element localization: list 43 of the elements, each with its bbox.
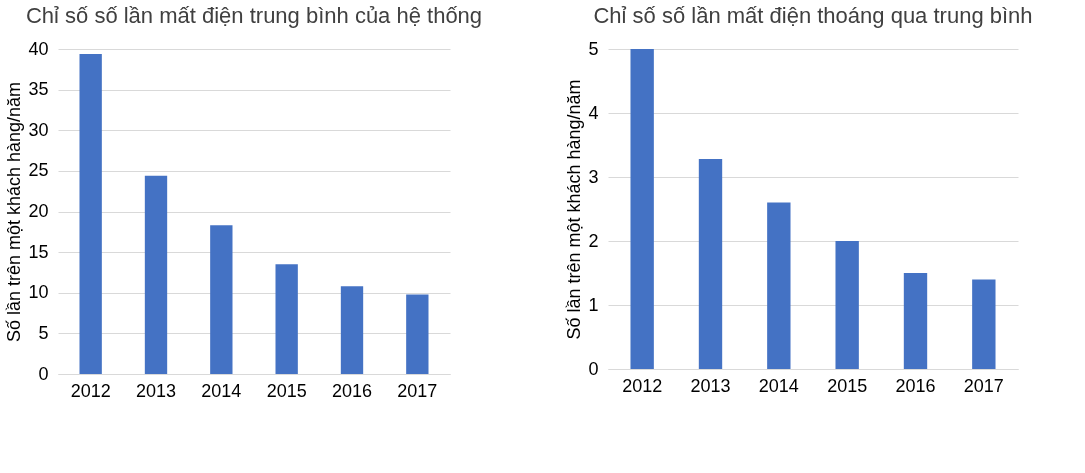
bar (144, 175, 168, 374)
y-tick-label: 0 (588, 358, 599, 379)
bar (698, 159, 723, 369)
x-tick-label: 2015 (827, 375, 868, 396)
bar (340, 286, 364, 374)
bar (630, 49, 654, 369)
y-tick-label: 2 (588, 230, 599, 251)
x-tick-label: 2017 (963, 375, 1004, 396)
y-axis-title: Số lần trên một khách hàng/năm (4, 81, 25, 343)
bar (835, 241, 859, 369)
y-tick-label: 3 (588, 166, 599, 187)
y-tick-label: 40 (28, 38, 49, 59)
y-tick-label: 0 (38, 363, 49, 384)
y-tick-label: 10 (28, 282, 49, 303)
bar (406, 294, 429, 374)
x-tick-label: 2015 (266, 380, 307, 401)
y-axis-title: Số lần trên một khách hàng/năm (564, 79, 585, 340)
bar (767, 202, 791, 369)
y-tick-label: 4 (588, 102, 599, 123)
x-tick-label: 2012 (70, 380, 111, 401)
x-tick-label: 2013 (135, 380, 177, 401)
x-tick-label: 2016 (895, 375, 936, 396)
bar (210, 225, 233, 374)
x-tick-label: 2014 (758, 375, 799, 396)
chart-title: Chỉ số số lần mất điện trung bình của hệ thống (25, 3, 483, 28)
bar (972, 279, 996, 369)
y-tick-label: 20 (28, 201, 49, 221)
bar (275, 264, 298, 374)
x-tick-label: 2016 (331, 380, 373, 401)
y-tick-label: 5 (588, 38, 599, 59)
bar (903, 273, 928, 369)
y-tick-label: 25 (28, 160, 49, 181)
x-tick-label: 2017 (397, 380, 438, 401)
y-tick-label: 35 (28, 79, 49, 100)
x-tick-label: 2012 (622, 375, 663, 396)
chart-title: Chỉ số số lần mất điện thoáng qua trung bình (593, 3, 1033, 28)
x-tick-label: 2014 (201, 380, 242, 401)
bar (79, 53, 102, 374)
y-tick-label: 15 (28, 241, 49, 262)
y-tick-label: 30 (28, 119, 49, 140)
y-tick-label: 5 (38, 322, 49, 343)
x-tick-label: 2013 (690, 375, 731, 396)
y-tick-label: 1 (588, 294, 599, 315)
